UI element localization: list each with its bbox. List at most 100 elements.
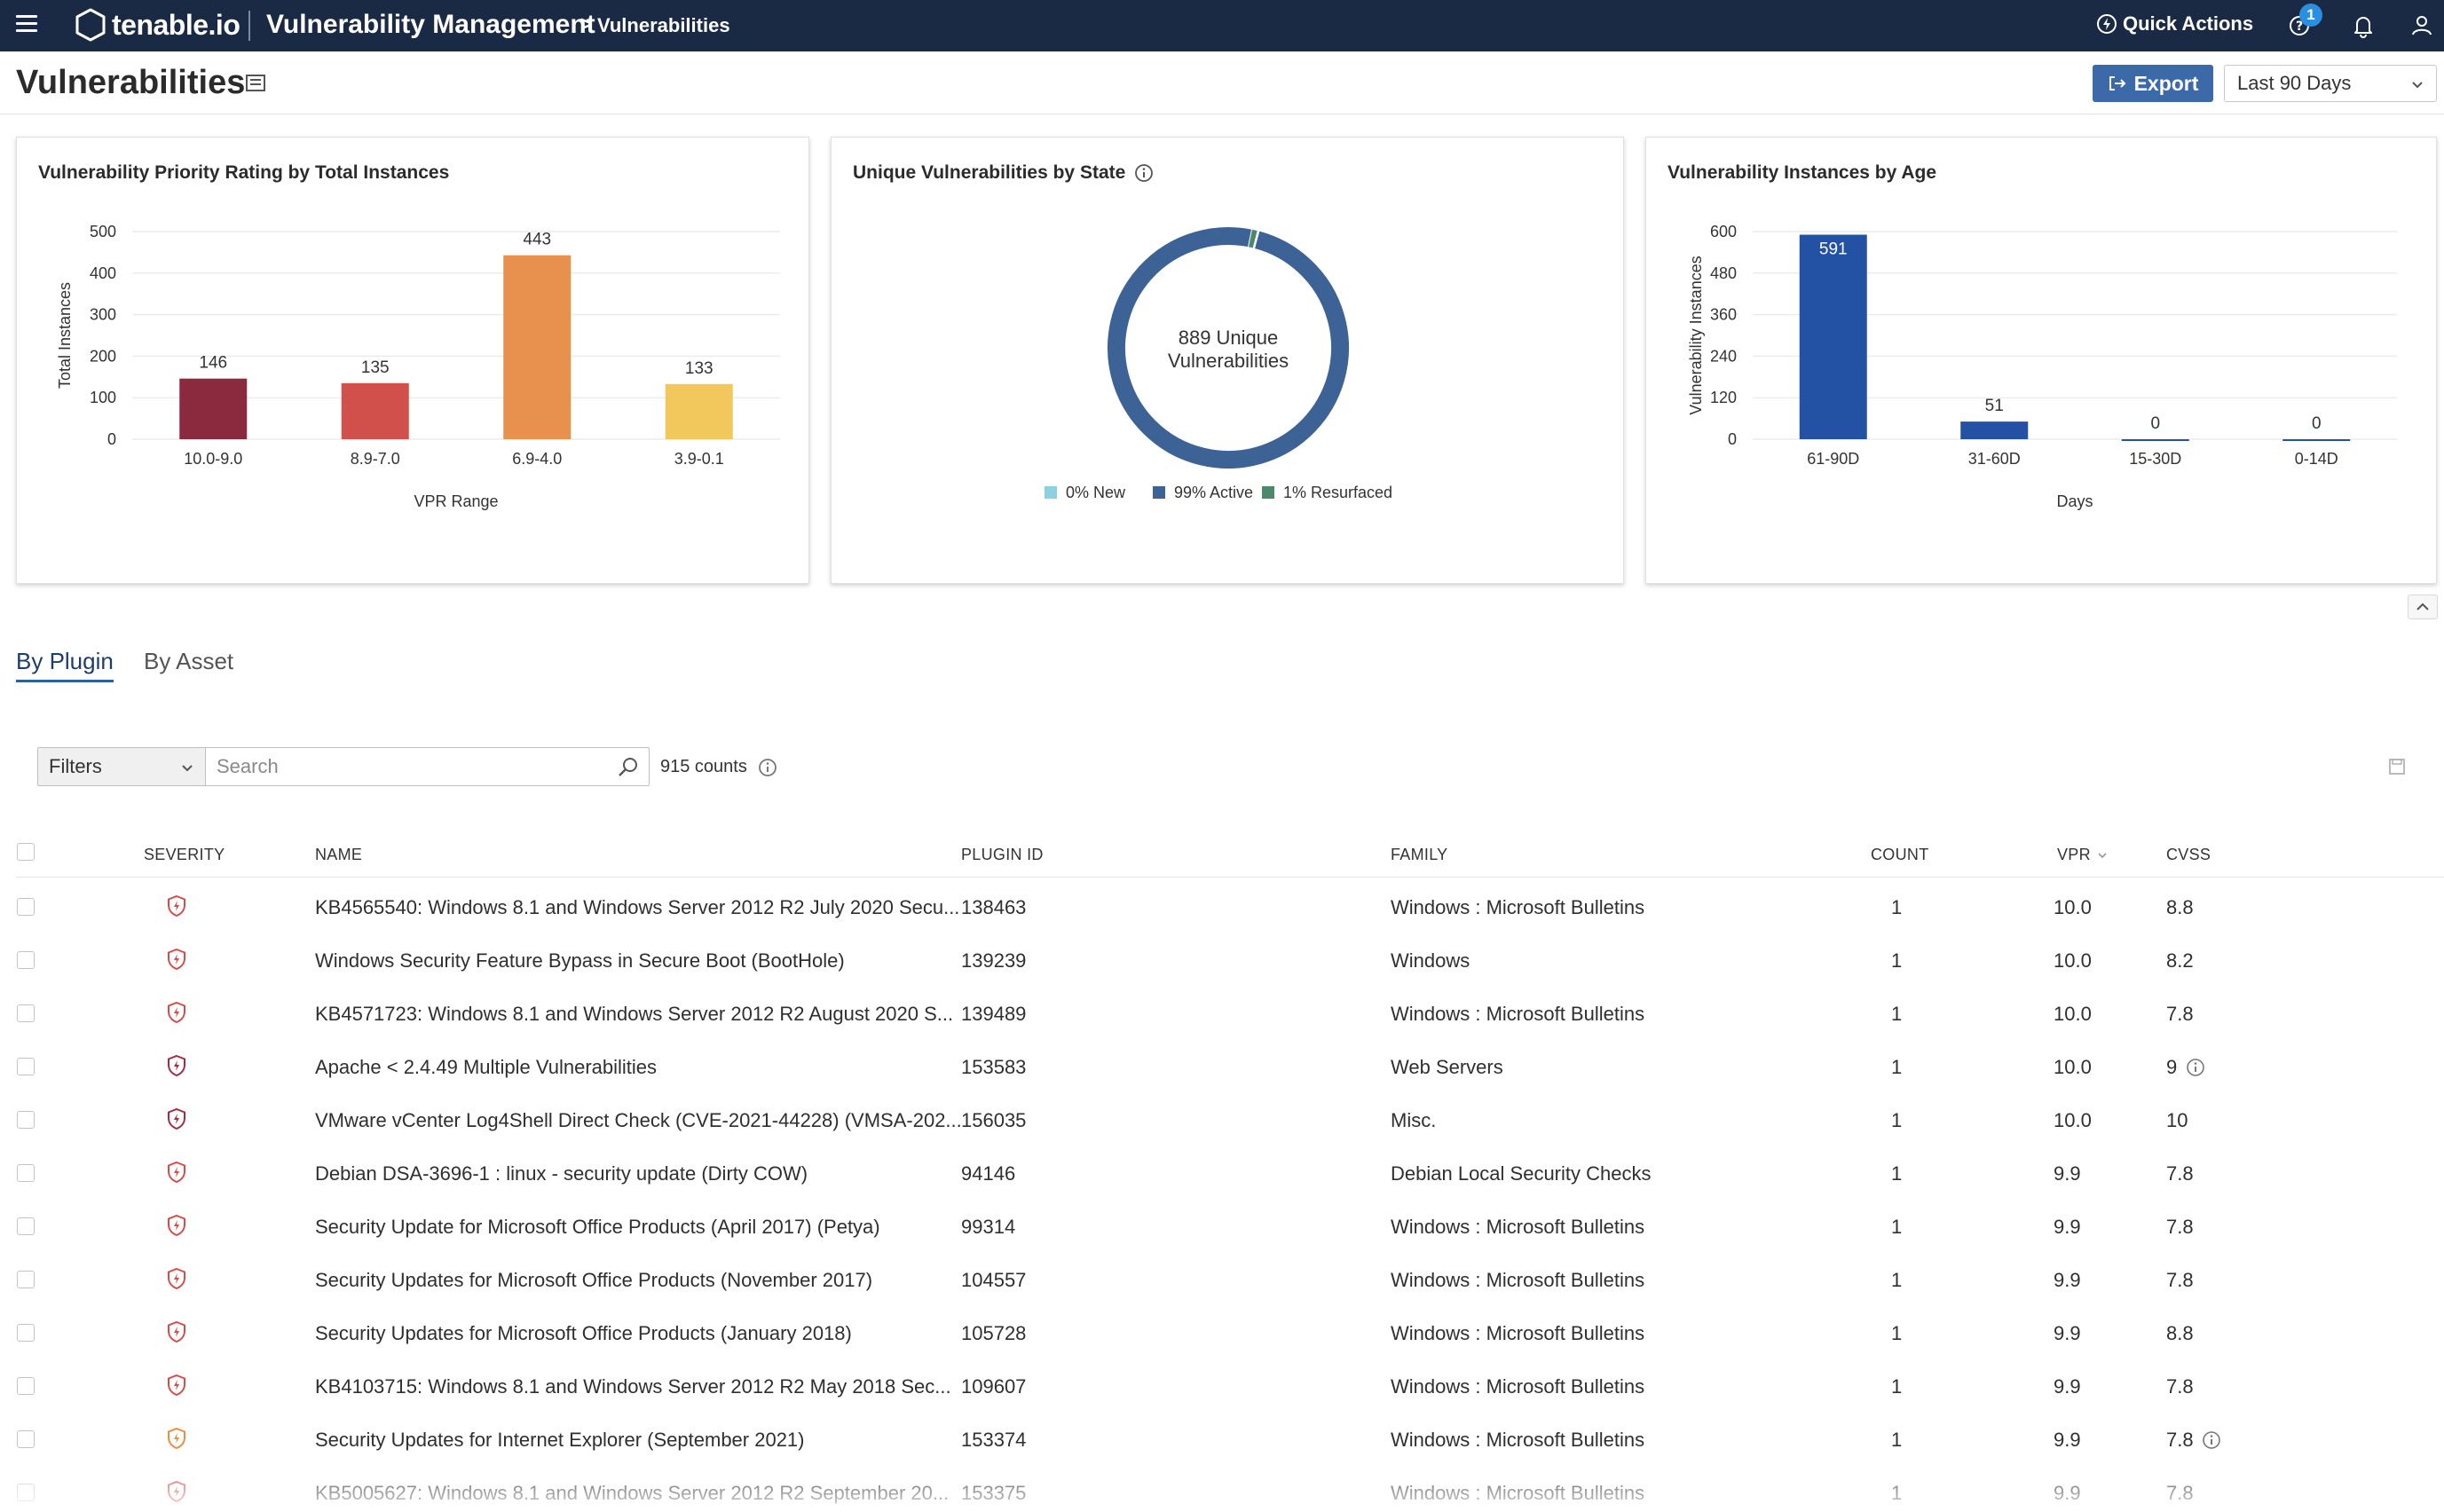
search-field[interactable]: Search xyxy=(205,747,650,786)
legend-label[interactable]: 0% New xyxy=(1066,484,1126,501)
hamburger-menu-icon[interactable] xyxy=(16,15,37,35)
cell-name[interactable]: Security Updates for Internet Explorer (… xyxy=(315,1429,805,1451)
breadcrumb-current[interactable]: Vulnerabilities xyxy=(597,14,730,36)
bar[interactable] xyxy=(2282,439,2351,441)
y-tick-label: 0 xyxy=(107,430,116,448)
cell-name[interactable]: Debian DSA-3696-1 : linux - security upd… xyxy=(315,1162,808,1185)
cell-name[interactable]: VMware vCenter Log4Shell Direct Check (C… xyxy=(315,1109,962,1131)
bell-icon[interactable] xyxy=(2350,12,2377,39)
column-header-family[interactable]: FAMILY xyxy=(1391,846,1448,863)
bar[interactable] xyxy=(1799,234,1867,439)
tab-by-asset[interactable]: By Asset xyxy=(144,648,234,674)
app-title[interactable]: Vulnerability Management xyxy=(266,10,595,39)
cell-name[interactable]: KB5005627: Windows 8.1 and Windows Serve… xyxy=(315,1482,950,1504)
bar[interactable] xyxy=(2121,439,2189,441)
bar[interactable] xyxy=(341,382,409,439)
table-row[interactable]: KB5005627: Windows 8.1 and Windows Serve… xyxy=(0,1468,2444,1512)
x-tick-label: 0-14D xyxy=(2295,450,2338,468)
row-checkbox[interactable] xyxy=(17,1430,35,1448)
cell-family: Windows : Microsoft Bulletins xyxy=(1391,1375,1645,1398)
row-checkbox[interactable] xyxy=(17,1217,35,1235)
cell-name[interactable]: KB4565540: Windows 8.1 and Windows Serve… xyxy=(315,896,960,918)
table-row[interactable]: Security Updates for Microsoft Office Pr… xyxy=(0,1308,2444,1361)
legend-swatch xyxy=(1262,486,1274,499)
table-row[interactable]: Security Updates for Internet Explorer (… xyxy=(0,1414,2444,1468)
state-chart-title: Unique Vulnerabilities by State xyxy=(853,162,1154,184)
table-row[interactable]: Apache < 2.4.49 Multiple Vulnerabilities… xyxy=(0,1042,2444,1095)
row-checkbox[interactable] xyxy=(17,951,35,969)
x-tick-label: 61-90D xyxy=(1807,450,1859,468)
export-button[interactable]: Export xyxy=(2093,65,2213,102)
table-row[interactable]: KB4103715: Windows 8.1 and Windows Serve… xyxy=(0,1361,2444,1414)
user-icon[interactable] xyxy=(2409,12,2435,39)
row-checkbox[interactable] xyxy=(17,1271,35,1288)
book-icon[interactable] xyxy=(245,73,268,94)
row-checkbox[interactable] xyxy=(17,1324,35,1342)
bar[interactable] xyxy=(179,378,248,439)
row-checkbox[interactable] xyxy=(17,1058,35,1075)
y-tick-label: 0 xyxy=(1728,430,1737,448)
cell-family: Windows : Microsoft Bulletins xyxy=(1391,1322,1645,1344)
cell-name[interactable]: Security Update for Microsoft Office Pro… xyxy=(315,1216,880,1238)
bar-value-label: 0 xyxy=(2150,414,2160,433)
chevron-down-icon xyxy=(182,765,193,772)
cell-name[interactable]: Apache < 2.4.49 Multiple Vulnerabilities xyxy=(315,1056,658,1078)
cell-name[interactable]: Windows Security Feature Bypass in Secur… xyxy=(315,949,845,972)
tab-by-plugin[interactable]: By Plugin xyxy=(16,648,114,682)
column-header-vpr[interactable]: VPR xyxy=(2057,846,2109,864)
cell-cvss: 8.8 xyxy=(2166,1322,2194,1344)
search-icon[interactable] xyxy=(617,756,640,779)
cell-count: 1 xyxy=(1891,1109,1903,1131)
table-row[interactable]: Debian DSA-3696-1 : linux - security upd… xyxy=(0,1148,2444,1201)
chevron-up-icon xyxy=(2416,602,2429,610)
collapse-charts-button[interactable] xyxy=(2408,595,2438,619)
column-header-cvss[interactable]: CVSS xyxy=(2166,846,2211,863)
cell-family: Windows : Microsoft Bulletins xyxy=(1391,1429,1645,1451)
cell-cvss: 7.8 xyxy=(2166,1162,2194,1185)
bar[interactable] xyxy=(665,383,733,439)
row-checkbox[interactable] xyxy=(17,1111,35,1129)
info-icon[interactable] xyxy=(1134,163,1154,183)
donut-slice[interactable] xyxy=(1108,227,1349,469)
legend-swatch xyxy=(1153,486,1165,499)
select-all-checkbox[interactable] xyxy=(17,843,35,861)
info-icon[interactable] xyxy=(2186,1058,2205,1077)
table-row[interactable]: KB4571723: Windows 8.1 and Windows Serve… xyxy=(0,988,2444,1042)
column-header-severity[interactable]: SEVERITY xyxy=(144,846,225,863)
row-checkbox[interactable] xyxy=(17,1164,35,1182)
column-header-vpr-label: VPR xyxy=(2057,846,2091,863)
row-checkbox[interactable] xyxy=(17,1484,35,1501)
bar[interactable] xyxy=(1960,421,2029,439)
save-icon[interactable] xyxy=(2387,757,2407,776)
date-range-select[interactable]: Last 90 Days xyxy=(2224,65,2437,102)
row-checkbox[interactable] xyxy=(17,1377,35,1395)
bar[interactable] xyxy=(503,255,572,439)
table-row[interactable]: VMware vCenter Log4Shell Direct Check (C… xyxy=(0,1095,2444,1148)
table-row[interactable]: Security Update for Microsoft Office Pro… xyxy=(0,1201,2444,1255)
filters-label: Filters xyxy=(49,755,102,777)
legend-swatch xyxy=(1045,486,1057,499)
column-header-plugin-id[interactable]: PLUGIN ID xyxy=(961,846,1044,863)
cell-plugin-id: 139239 xyxy=(961,949,1027,972)
cell-name[interactable]: Security Updates for Microsoft Office Pr… xyxy=(315,1322,852,1344)
cell-name[interactable]: Security Updates for Microsoft Office Pr… xyxy=(315,1269,873,1291)
legend-label[interactable]: 99% Active xyxy=(1174,484,1253,501)
info-icon[interactable] xyxy=(758,758,777,777)
quick-actions-button[interactable]: Quick Actions xyxy=(2096,12,2253,35)
column-header-name[interactable]: NAME xyxy=(315,846,363,863)
cell-vpr: 9.9 xyxy=(2054,1269,2081,1291)
row-checkbox[interactable] xyxy=(17,898,35,916)
table-row[interactable]: KB4565540: Windows 8.1 and Windows Serve… xyxy=(0,882,2444,935)
column-header-count[interactable]: COUNT xyxy=(1871,846,1929,863)
row-checkbox[interactable] xyxy=(17,1004,35,1022)
legend-label[interactable]: 1% Resurfaced xyxy=(1283,484,1392,501)
filters-dropdown[interactable]: Filters xyxy=(37,747,206,786)
cell-name[interactable]: KB4571723: Windows 8.1 and Windows Serve… xyxy=(315,1003,954,1025)
tenable-logo[interactable]: tenable.io xyxy=(75,8,240,42)
cell-name[interactable]: KB4103715: Windows 8.1 and Windows Serve… xyxy=(315,1375,951,1398)
chevron-down-icon xyxy=(2412,82,2423,89)
table-row[interactable]: Windows Security Feature Bypass in Secur… xyxy=(0,935,2444,988)
info-icon[interactable] xyxy=(2202,1430,2221,1450)
table-row[interactable]: Security Updates for Microsoft Office Pr… xyxy=(0,1255,2444,1308)
